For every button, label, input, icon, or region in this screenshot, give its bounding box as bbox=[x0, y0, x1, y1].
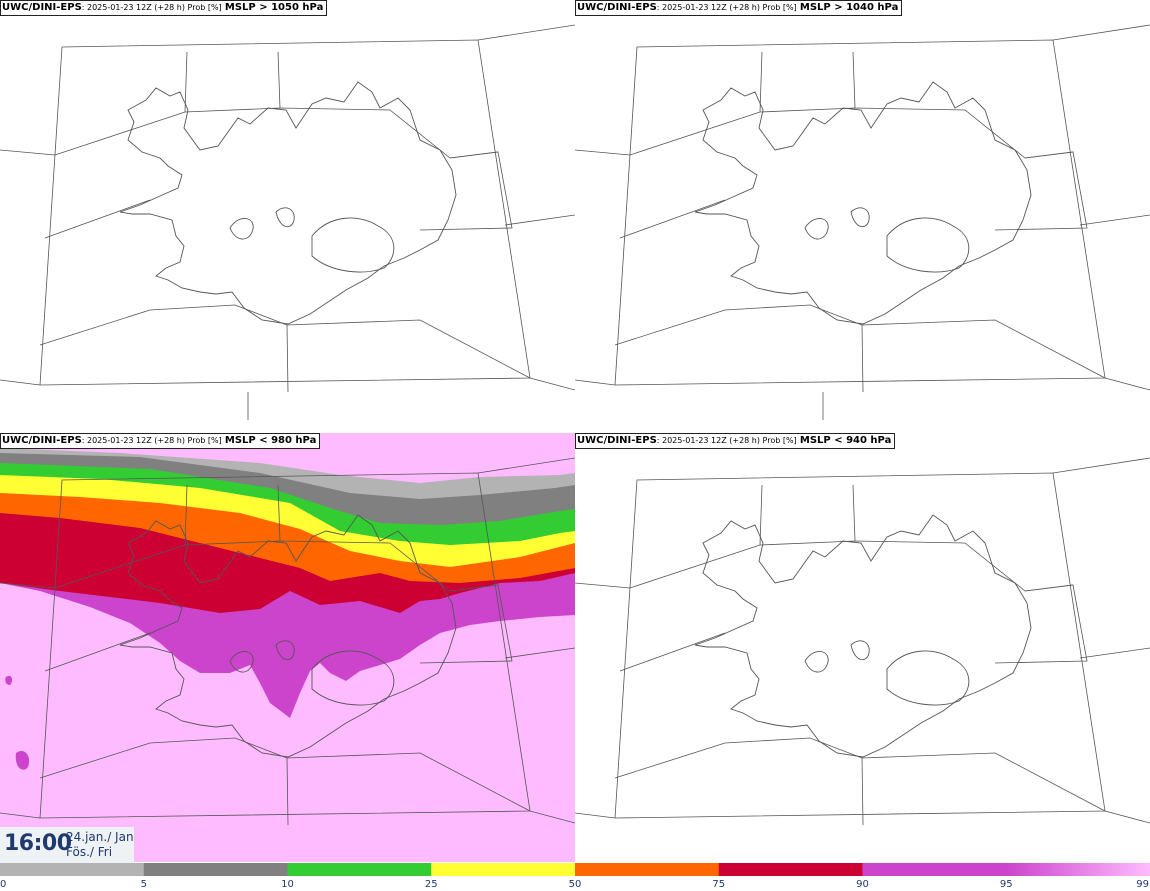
colorbar-segment-95 bbox=[862, 863, 1007, 876]
iceland-coastline bbox=[119, 514, 457, 758]
map-panel-mslp-gt-1040: UWC/DINI-EPS: 2025-01-23 12Z (+28 h) Pro… bbox=[575, 0, 1150, 430]
map-canvas bbox=[0, 24, 575, 420]
colorbar-tick-label: 0 bbox=[0, 879, 6, 890]
iceland-coastline bbox=[119, 81, 457, 325]
colorbar-tick-label: 25 bbox=[425, 879, 438, 890]
valid-date-line2: Fös./ Fri bbox=[66, 845, 113, 859]
graticule bbox=[575, 24, 1150, 420]
colorbar-segment-10 bbox=[143, 863, 288, 876]
prob-band-99-inner bbox=[0, 583, 575, 863]
valid-time-clock: 16:00 bbox=[4, 831, 72, 856]
colorbar-tick-label: 75 bbox=[712, 879, 725, 890]
map-panel-mslp-gt-1050: UWC/DINI-EPS: 2025-01-23 12Z (+28 h) Pro… bbox=[0, 0, 575, 430]
iceland-coastline bbox=[694, 514, 1032, 758]
colorbar-tick-label: 10 bbox=[281, 879, 294, 890]
colorbar-segment-75 bbox=[575, 863, 720, 876]
valid-date-line1: 24.jan./ Jan bbox=[66, 830, 134, 844]
colorbar-segment-25 bbox=[287, 863, 432, 876]
panel-title: UWC/DINI-EPS: 2025-01-23 12Z (+28 h) Pro… bbox=[0, 0, 328, 16]
map-canvas bbox=[575, 24, 1150, 420]
map-canvas bbox=[575, 457, 1150, 826]
probability-shading bbox=[0, 433, 575, 863]
map-panel-mslp-lt-980: UWC/DINI-EPS: 2025-01-23 12Z (+28 h) Pro… bbox=[0, 433, 575, 863]
colorbar-segment-5 bbox=[0, 863, 145, 876]
colorbar-tick-label: 5 bbox=[141, 879, 147, 890]
panel-title: UWC/DINI-EPS: 2025-01-23 12Z (+28 h) Pro… bbox=[575, 433, 896, 449]
panel-title: UWC/DINI-EPS: 2025-01-23 12Z (+28 h) Pro… bbox=[575, 0, 903, 16]
colorbar-segment-50 bbox=[431, 863, 576, 876]
colorbar-segment-99 bbox=[1006, 863, 1150, 876]
colorbar-tick-label: 50 bbox=[569, 879, 582, 890]
iceland-coastline bbox=[694, 81, 1032, 325]
colorbar-tick-label: 99 bbox=[1136, 879, 1149, 890]
colorbar-tick-label: 95 bbox=[1000, 879, 1013, 890]
graticule bbox=[0, 24, 575, 420]
colorbar-tick-label: 90 bbox=[856, 879, 869, 890]
map-panel-mslp-lt-940: UWC/DINI-EPS: 2025-01-23 12Z (+28 h) Pro… bbox=[575, 433, 1150, 863]
colorbar: 0 5 10 25 50 75 90 95 99 bbox=[0, 862, 1150, 891]
valid-time-box: 16:00 24.jan./ Jan Fös./ Fri bbox=[0, 827, 134, 863]
panel-title: UWC/DINI-EPS: 2025-01-23 12Z (+28 h) Pro… bbox=[0, 433, 321, 449]
graticule bbox=[575, 457, 1150, 826]
colorbar-svg: 0 5 10 25 50 75 90 95 99 bbox=[0, 863, 1150, 890]
colorbar-segment-90 bbox=[718, 863, 863, 876]
prob-island-95 bbox=[15, 750, 30, 770]
graticule bbox=[0, 457, 575, 826]
prob-island-95-small bbox=[5, 675, 13, 685]
map-canvas bbox=[0, 433, 575, 863]
